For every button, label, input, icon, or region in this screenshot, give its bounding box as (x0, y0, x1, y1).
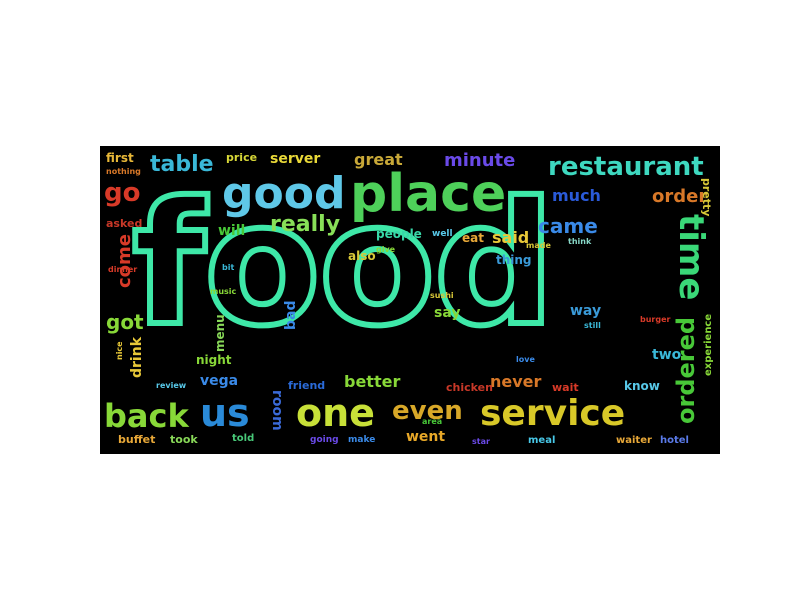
word-know: know (624, 379, 660, 393)
word-make: make (348, 435, 376, 445)
word-hotel: hotel (660, 435, 689, 446)
word-think: think (568, 237, 592, 246)
word-price: price (226, 151, 258, 164)
word-come: come (114, 234, 135, 288)
word-even: even (392, 396, 463, 426)
word-menu: menu (213, 314, 227, 352)
word-told: told (232, 433, 255, 444)
word-first: first (106, 151, 134, 165)
word-nothing: nothing (106, 167, 141, 176)
word-vega: vega (200, 373, 239, 389)
word-bad: bad (283, 300, 299, 331)
word-server: server (270, 151, 321, 167)
word-time: time (671, 214, 711, 301)
word-way: way (570, 303, 602, 319)
word-pretty: pretty (700, 178, 713, 217)
word-back: back (104, 397, 189, 435)
word-burger: burger (640, 315, 671, 324)
word-chicken: chicken (446, 381, 493, 394)
word-table: table (150, 152, 214, 177)
word-place: place (350, 164, 507, 224)
word-review: review (156, 381, 187, 390)
word-order: order (652, 186, 708, 207)
word-good: good (222, 168, 346, 219)
word-never: never (490, 372, 542, 391)
word-will: will (218, 223, 246, 239)
word-asked: asked (106, 217, 143, 230)
word-star: star (472, 437, 490, 446)
word-two: two (652, 347, 682, 363)
word-really: really (270, 212, 341, 237)
word-made: made (526, 241, 551, 250)
word-friend: friend (288, 379, 326, 392)
word-buffet: buffet (118, 433, 156, 446)
word-well: well (432, 229, 453, 239)
word-night: night (196, 353, 232, 367)
word-nice: nice (115, 341, 124, 360)
word-eat: eat (462, 231, 484, 245)
word-ordered: ordered (672, 316, 700, 424)
word-minute: minute (444, 150, 516, 171)
word-went: went (406, 429, 446, 445)
word-cloud: food good place restaurant service one b… (100, 146, 720, 454)
word-dinner: dinner (108, 265, 138, 274)
word-one: one (296, 391, 375, 435)
word-great: great (354, 150, 403, 169)
word-drink: drink (129, 336, 145, 378)
word-bit: bit (222, 263, 235, 272)
word-go: go (104, 178, 141, 208)
word-came: came (538, 214, 598, 238)
word-love: love (516, 355, 535, 364)
word-going: going (310, 435, 339, 445)
word-wait: wait (552, 381, 579, 394)
word-took: took (170, 433, 198, 446)
word-people: people (376, 227, 422, 241)
word-better: better (344, 372, 401, 391)
word-thing: thing (496, 253, 532, 267)
word-restaurant: restaurant (548, 152, 704, 182)
word-much: much (552, 186, 601, 205)
word-food: food (129, 166, 558, 364)
word-got: got (106, 310, 144, 334)
word-sushi: sushi (430, 291, 454, 300)
word-meal: meal (528, 435, 556, 446)
word-music: music (210, 287, 237, 296)
word-experience: experience (703, 313, 714, 376)
word-also: also (348, 249, 376, 263)
word-us: us (200, 391, 250, 435)
word-room: room (269, 390, 285, 431)
word-area: area (422, 417, 443, 426)
word-say: say (434, 305, 461, 321)
word-give: give (376, 245, 396, 254)
word-waiter: waiter (616, 435, 652, 446)
word-said: said (492, 228, 530, 247)
word-service: service (480, 393, 626, 434)
word-still: still (584, 321, 601, 330)
